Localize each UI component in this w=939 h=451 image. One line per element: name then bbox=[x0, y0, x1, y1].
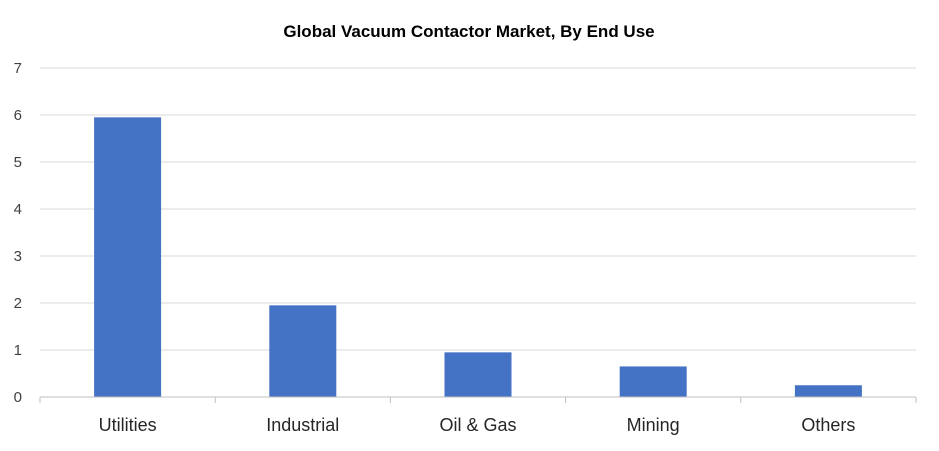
y-tick-label: 4 bbox=[14, 201, 22, 218]
x-category-label: Oil & Gas bbox=[439, 415, 516, 435]
y-tick-label: 7 bbox=[14, 60, 22, 77]
y-tick-label: 1 bbox=[14, 342, 22, 359]
bar-utilities bbox=[94, 117, 162, 397]
y-tick-label: 3 bbox=[14, 248, 22, 265]
bar-mining bbox=[619, 366, 687, 397]
y-tick-label: 6 bbox=[14, 107, 22, 124]
bar-industrial bbox=[269, 305, 337, 397]
y-axis-ticks: 0 1 2 3 4 5 6 7 bbox=[14, 60, 22, 406]
x-axis-category-labels: Utilities Industrial Oil & Gas Mining Others bbox=[99, 415, 856, 435]
gridlines bbox=[40, 67, 916, 351]
x-category-label: Utilities bbox=[99, 415, 157, 435]
bar-others bbox=[794, 385, 862, 397]
y-tick-label: 5 bbox=[14, 154, 22, 171]
x-category-label: Mining bbox=[627, 415, 680, 435]
chart-title: Global Vacuum Contactor Market, By End U… bbox=[283, 22, 654, 41]
y-tick-label: 2 bbox=[14, 295, 22, 312]
x-category-label: Others bbox=[801, 415, 855, 435]
y-tick-label: 0 bbox=[14, 389, 22, 406]
x-axis bbox=[39, 396, 917, 403]
bars bbox=[94, 117, 862, 397]
x-category-label: Industrial bbox=[266, 415, 339, 435]
bar-oil-gas bbox=[444, 352, 512, 397]
